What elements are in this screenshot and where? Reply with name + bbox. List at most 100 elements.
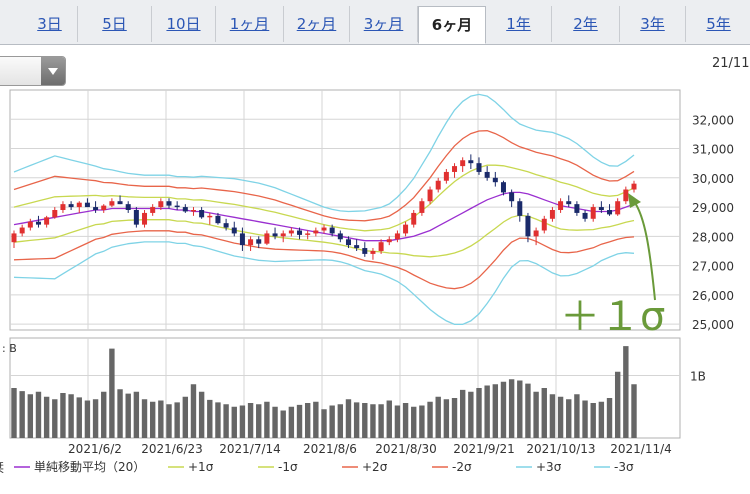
tab-3-days[interactable]: 3日 [22,6,78,42]
tab-2-years[interactable]: 2年 [552,6,620,42]
volume-bar [304,403,311,438]
candle-body [11,233,17,243]
volume-bar [207,399,213,438]
x-tick-label: 2021/6/23 [141,442,203,456]
candle-body [598,207,604,210]
candle-body [541,218,547,231]
candle-body [558,201,564,210]
chevron-down-icon [41,57,65,85]
volume-bar [557,396,564,438]
period-tab-bar: 3日 5日 10日 1ヶ月 2ヶ月 3ヶ月 6ヶ月 1年 2年 3年 5年 [0,0,750,45]
legend-prefix: 栞 [0,461,4,475]
volume-bar [198,391,205,438]
candle-body [264,233,270,244]
candle-body [93,207,99,210]
candle-body [476,163,482,172]
candle-body [615,201,621,215]
tab-1-year[interactable]: 1年 [486,6,552,42]
minus-2-sigma-line [13,230,635,290]
volume-bar [321,409,327,438]
tab-3-years[interactable]: 3年 [620,6,686,42]
volume-bar [525,383,531,438]
volume-bar [508,379,515,438]
volume-bar [378,404,384,438]
candle-body [84,202,90,208]
candle-body [411,212,417,225]
price-tick-label: 29,000 [692,201,734,215]
x-tick-label: 2021/7/14 [219,442,281,456]
tab-5-years[interactable]: 5年 [686,6,750,42]
price-tick-label: 31,000 [692,143,734,157]
candle-body [280,233,286,237]
price-panel-frame [9,89,681,331]
volume-axis-label: : B [2,342,17,355]
legend-label: -3σ [614,460,634,474]
candle-body [452,166,458,172]
candle-body [215,215,221,224]
candle-body [419,201,425,213]
candle-body [500,182,506,193]
x-tick-label: 2021/8/6 [303,442,357,456]
volume-bars [11,346,637,438]
volume-bar [182,396,189,438]
volume-bar [264,401,270,438]
chart-type-select[interactable] [0,56,66,86]
candle-body [288,230,294,234]
candle-body [52,210,58,218]
candle-body [582,212,588,219]
volume-bar [468,391,474,438]
volume-bar [117,389,123,438]
volume-bar [582,400,588,438]
price-tick-label: 30,000 [692,172,734,186]
candle-body [256,239,262,244]
volume-bar [27,394,34,438]
volume-bar [394,405,401,438]
x-tick-label: 2021/10/13 [526,442,595,456]
candle-body [297,230,303,235]
legend-label: +2σ [362,460,388,474]
volume-bar [215,402,221,438]
volume-bar [500,381,507,438]
volume-bar [402,403,409,438]
volume-bar [329,405,335,438]
tab-6-months[interactable]: 6ヶ月 [418,6,486,44]
x-tick-label: 2021/8/30 [375,442,437,456]
x-tick-label: 2021/6/2 [68,442,122,456]
candle-body [574,204,580,213]
tab-5-days[interactable]: 5日 [78,6,152,42]
candle-body [484,171,490,178]
volume-bar [52,399,58,438]
x-tick-label: 2021/9/21 [453,442,515,456]
tab-1-month[interactable]: 1ヶ月 [216,6,284,42]
legend-label: -2σ [452,460,472,474]
volume-bar [109,348,115,438]
tab-2-months[interactable]: 2ヶ月 [284,6,350,42]
volume-tick-label: 1B [690,370,706,384]
candle-body [566,201,572,205]
candle-body [623,189,629,202]
volume-bar [598,401,605,438]
candle-body [329,227,335,234]
volume-bar [296,404,303,438]
candle-body [239,233,245,246]
volume-bar [313,401,319,438]
volume-bar [280,410,286,438]
price-tick-label: 26,000 [692,289,734,303]
volume-bar [517,380,523,438]
volume-bar [101,391,107,438]
volume-bar [353,402,360,438]
tab-10-days[interactable]: 10日 [152,6,216,42]
volume-bar [76,397,82,438]
volume-bar [533,391,539,438]
candle-body [443,171,449,181]
minus-1-sigma-line [13,214,635,258]
volume-bar [247,403,254,438]
volume-bar [158,400,164,438]
candle-body [607,210,613,215]
candle-body [207,215,213,218]
volume-bar [606,398,613,438]
candle-body [27,221,33,228]
tab-3-months[interactable]: 3ヶ月 [350,6,418,42]
annotation-arrow [632,199,656,301]
